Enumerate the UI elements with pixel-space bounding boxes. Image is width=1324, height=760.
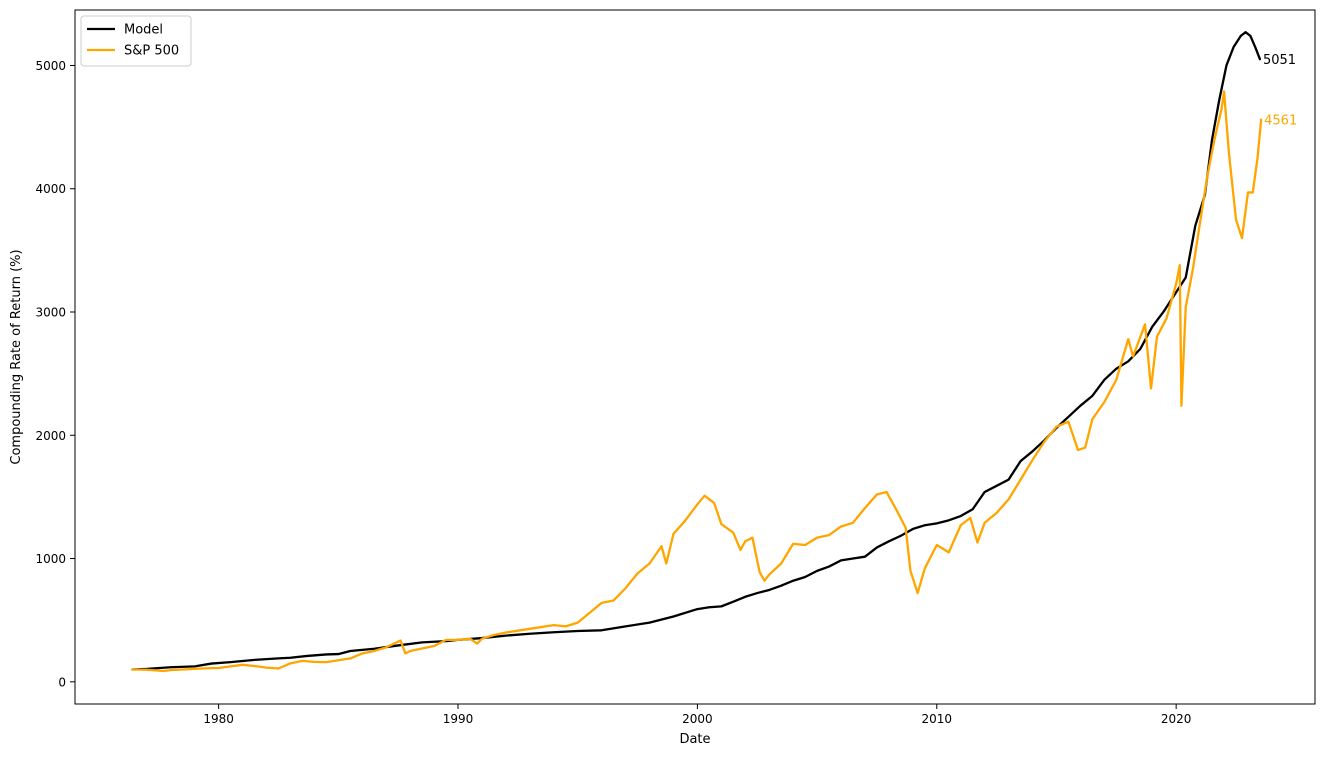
series-lines [131, 31, 1263, 673]
axes: 1980 1990 2000 2010 2020 0 1000 2000 3000 4000 500… [35, 9, 1316, 726]
y-tick-label: 5000 [35, 59, 66, 73]
y-tick-label: 4000 [35, 182, 66, 196]
legend: Model S&P 500 [80, 15, 192, 67]
y-tick-label: 2000 [35, 429, 66, 443]
x-tick-label: 1990 [443, 712, 474, 726]
x-tick-label: 2020 [1161, 712, 1192, 726]
y-tick-label: 0 [58, 675, 66, 689]
x-tick-label: 2000 [682, 712, 713, 726]
legend-label: S&P 500 [124, 44, 179, 59]
plot-area: 5051 4561 [131, 31, 1297, 673]
end-value-label-model: 5051 [1263, 53, 1296, 68]
plot-frame [74, 9, 1316, 705]
y-tick-label: 3000 [35, 306, 66, 320]
series-line-sp500 [131, 90, 1263, 673]
y-tick-label: 1000 [35, 552, 66, 566]
x-tick-label: 1980 [203, 712, 234, 726]
end-value-label-sp500: 4561 [1264, 114, 1297, 129]
y-axis-label: Compounding Rate of Return (%) [9, 249, 24, 464]
series-line-model [131, 31, 1262, 671]
x-axis-label: Date [679, 732, 710, 747]
x-tick-label: 2010 [922, 712, 953, 726]
legend-label: Model [124, 23, 163, 38]
